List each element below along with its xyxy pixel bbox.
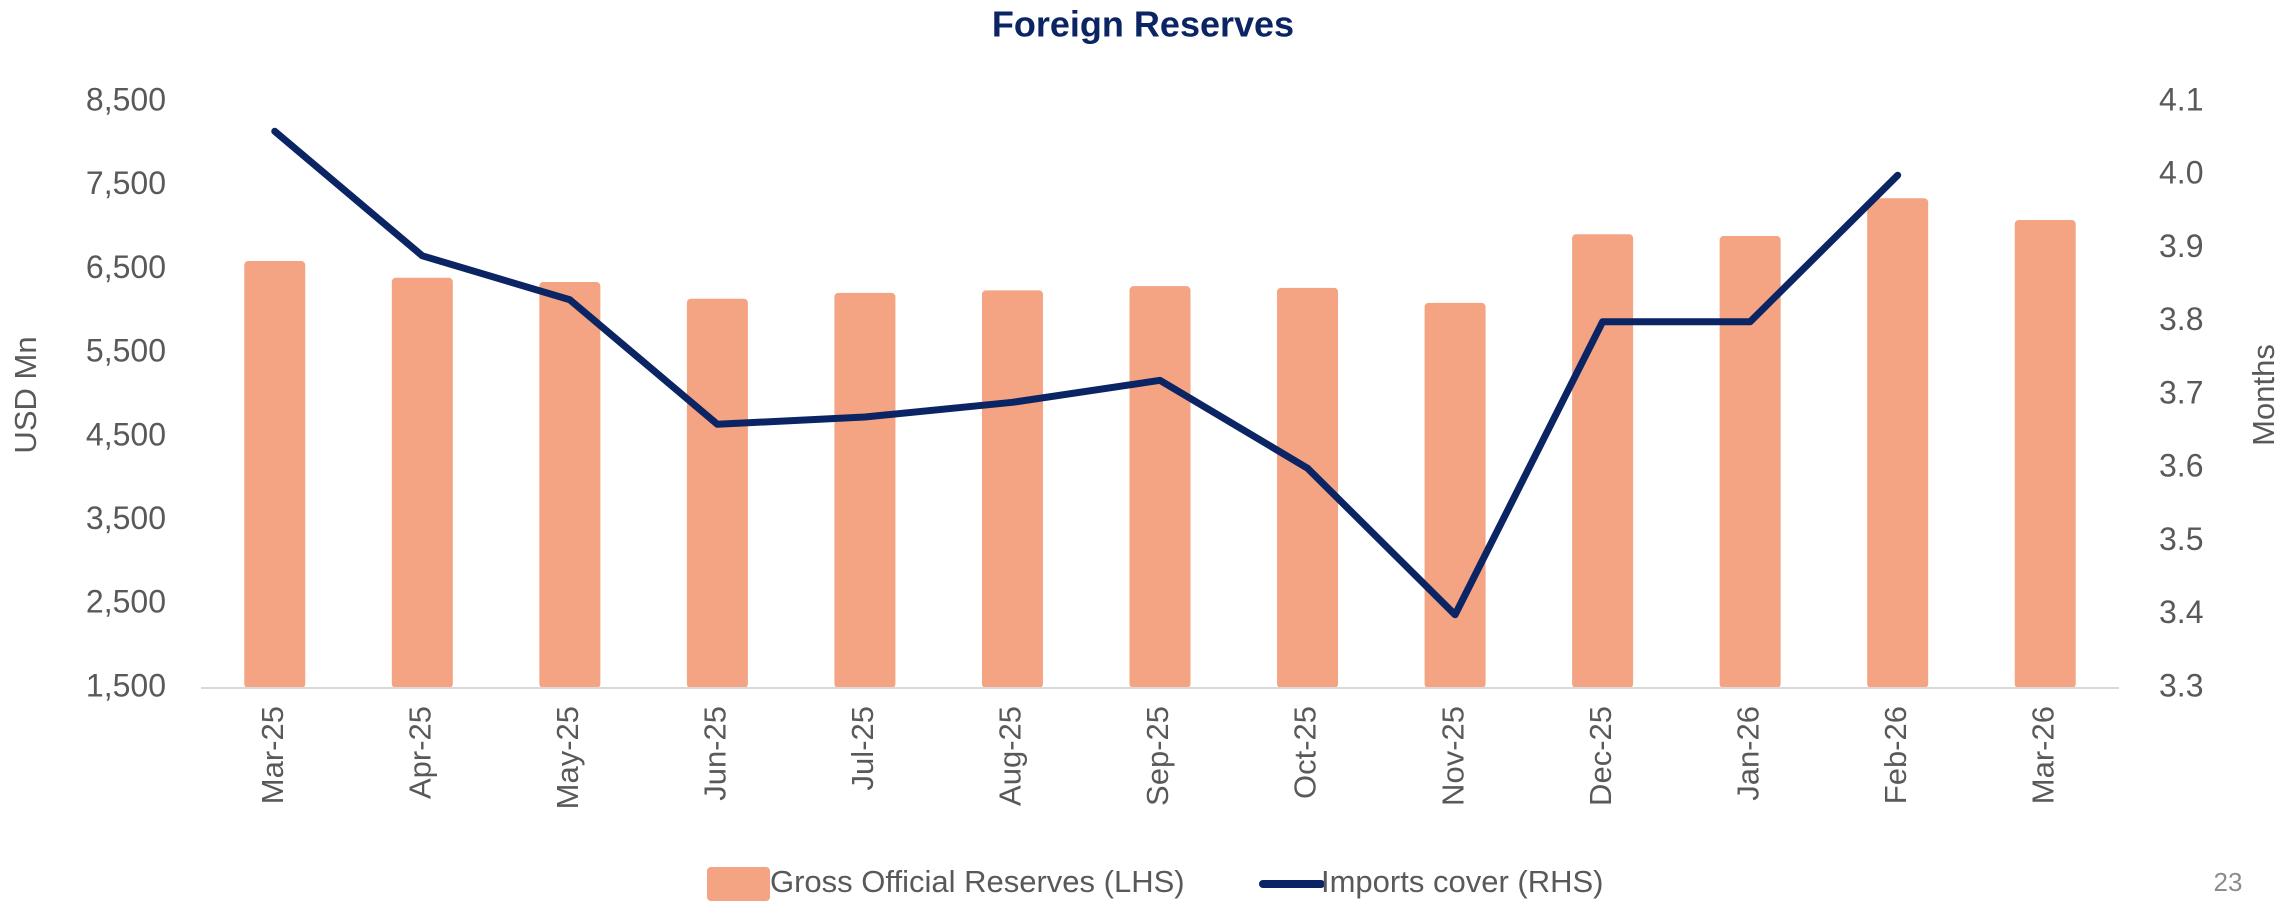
x-tick-label: Oct-25 <box>1288 706 1323 799</box>
page-number: 23 <box>2214 867 2243 897</box>
y2-tick-label: 3.7 <box>2159 374 2203 410</box>
x-tick-label: Dec-25 <box>1583 706 1618 806</box>
y-tick-label: 1,500 <box>86 667 166 703</box>
legend-label: Imports cover (RHS) <box>1321 864 1603 899</box>
bar <box>686 298 748 688</box>
x-tick-label: Sep-25 <box>1140 706 1175 806</box>
bar <box>1424 302 1486 688</box>
y2-tick-label: 3.6 <box>2159 448 2203 484</box>
x-tick-label: Apr-25 <box>402 706 437 799</box>
bar <box>1867 198 1929 688</box>
y-tick-label: 2,500 <box>86 584 166 620</box>
y-tick-label: 7,500 <box>86 165 166 201</box>
x-tick-label: Jul-25 <box>845 706 880 790</box>
y-tick-label: 3,500 <box>86 500 166 536</box>
y-axis-title: USD Mn <box>8 336 43 453</box>
x-tick-label: Jun-25 <box>698 706 733 801</box>
bar <box>539 281 601 688</box>
y2-tick-label: 3.9 <box>2159 228 2203 264</box>
y2-tick-label: 3.8 <box>2159 301 2203 337</box>
bar <box>391 277 453 688</box>
legend-swatch <box>707 867 770 901</box>
y2-tick-label: 4.0 <box>2159 155 2203 191</box>
x-tick-label: Feb-26 <box>1878 706 1913 804</box>
bar <box>1572 234 1634 689</box>
x-tick-label: May-25 <box>550 706 585 809</box>
bar <box>1129 286 1191 688</box>
x-tick-label: Mar-26 <box>2025 706 2060 804</box>
bar <box>981 290 1043 688</box>
y2-tick-label: 4.1 <box>2159 81 2203 117</box>
bar <box>834 292 896 688</box>
y2-tick-label: 3.5 <box>2159 521 2203 557</box>
bar <box>1719 235 1781 688</box>
y-tick-label: 8,500 <box>86 81 166 117</box>
legend-label: Gross Official Reserves (LHS) <box>770 864 1185 899</box>
line <box>271 127 1902 619</box>
y-tick-label: 5,500 <box>86 333 166 369</box>
x-tick-label: Aug-25 <box>993 706 1028 806</box>
y2-tick-label: 3.4 <box>2159 594 2203 630</box>
y2-tick-label: 3.3 <box>2159 667 2203 703</box>
bar <box>244 261 306 688</box>
y2-axis-title: Months <box>2246 344 2281 446</box>
x-tick-label: Mar-25 <box>255 706 290 804</box>
x-tick-label: Jan-26 <box>1730 706 1765 801</box>
chart-title: Foreign Reserves <box>992 4 1294 45</box>
bar <box>1277 287 1339 688</box>
bar <box>2014 220 2076 688</box>
y-tick-label: 6,500 <box>86 249 166 285</box>
y-tick-label: 4,500 <box>86 416 166 452</box>
x-tick-label: Nov-25 <box>1435 706 1470 806</box>
